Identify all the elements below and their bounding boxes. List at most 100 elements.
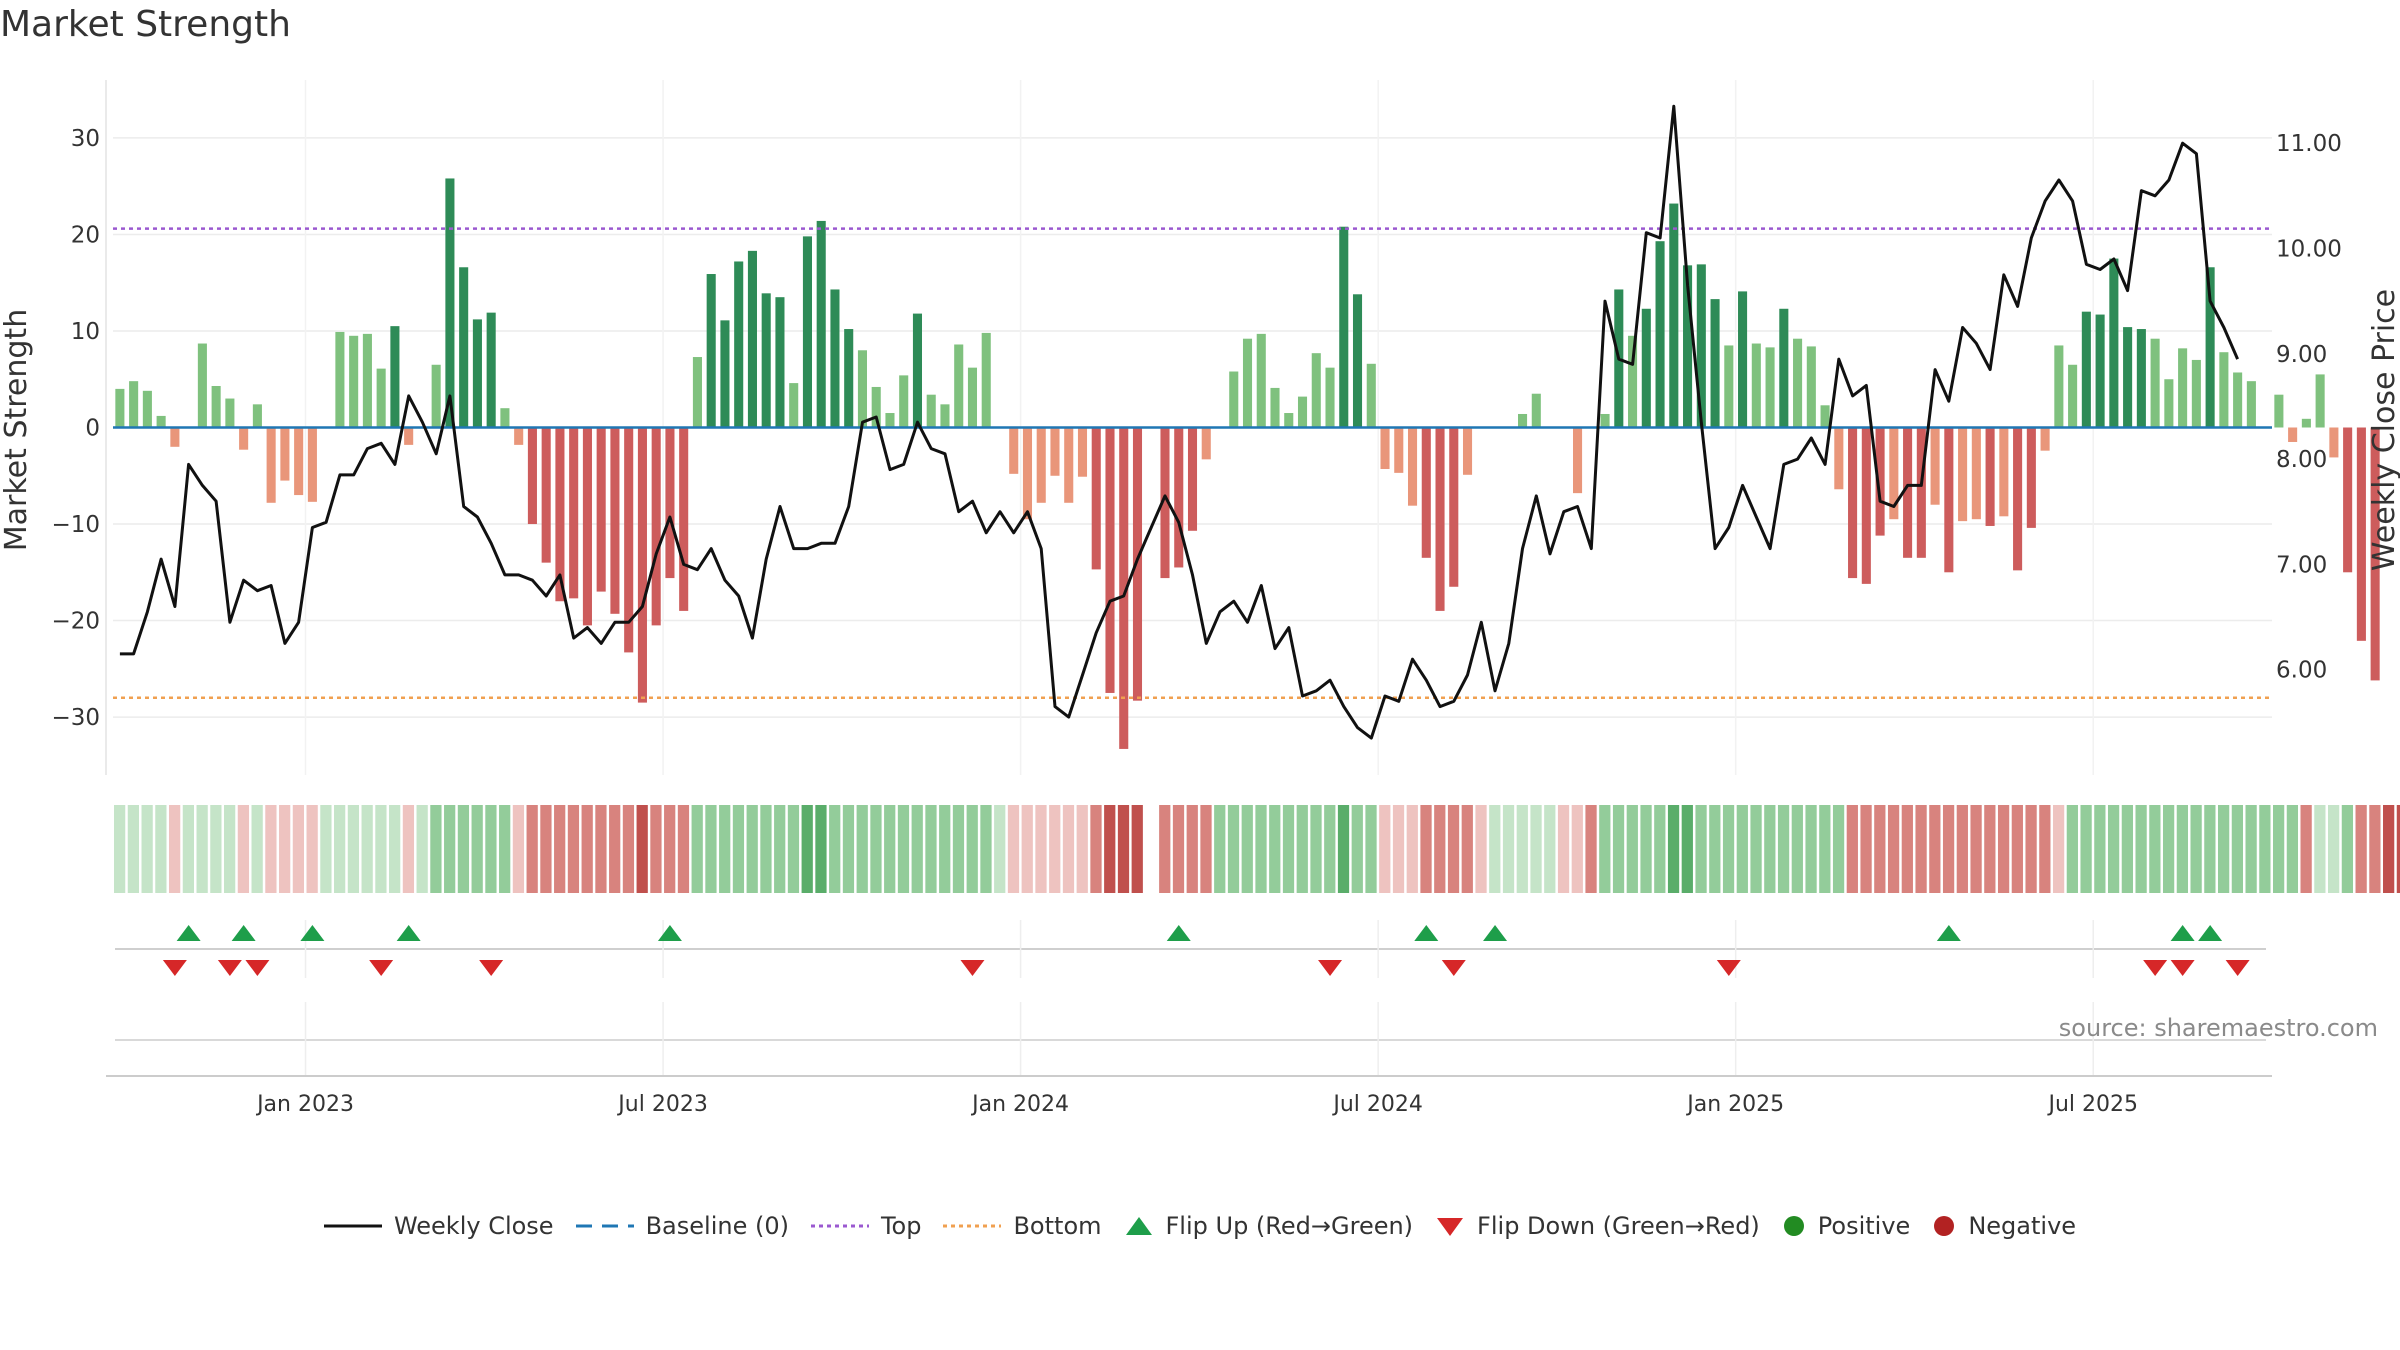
weekly-close-line [119,104,2239,740]
strength-bar [1270,387,1280,428]
flip-up-marker [176,925,201,941]
legend-top[interactable]: Top [810,1212,921,1240]
x-tick-label: Jan 2025 [1685,1092,1784,1117]
sentiment-cell [815,805,827,893]
strength-bar [2081,311,2091,428]
sentiment-cell [1846,805,1858,893]
strength-bar [1999,427,2009,517]
sentiment-cell [2273,805,2285,893]
sentiment-cell [2314,805,2326,893]
strength-bar [2370,427,2380,681]
strength-bar [720,320,730,428]
sentiment-cell [2149,805,2161,893]
sentiment-cell [2052,805,2065,893]
sentiment-cell [224,805,236,893]
strength-bar [1889,427,1899,520]
sentiment-cell [677,805,690,893]
sentiment-cell [155,805,167,893]
strength-bar [1806,346,1816,428]
sentiment-cell [2176,805,2188,893]
y-right-tick-label: 8.00 [2276,447,2327,473]
strength-bar [1297,396,1308,428]
strength-bar [747,250,757,428]
strength-bar [582,427,592,626]
y-left-tick-label: −10 [51,512,100,538]
sentiment-cell [1887,805,1900,893]
legend-bottom[interactable]: Bottom [943,1212,1102,1240]
flip-up-marker [300,925,325,941]
legend-baseline[interactable]: Baseline (0) [575,1212,789,1240]
sentiment-cell [2217,805,2230,893]
sentiment-cell [1296,805,1308,893]
sentiment-cell [1530,805,1542,893]
sentiment-cell [375,805,387,893]
sentiment-cell [1571,805,1583,893]
strength-bar [1077,427,1088,477]
sentiment-cell [897,805,910,893]
sentiment-cell [499,805,511,893]
strength-bar [775,297,785,428]
legend-flip-up[interactable]: Flip Up (Red→Green) [1124,1212,1414,1240]
strength-bar [1009,427,1019,474]
legend-positive[interactable]: Positive [1782,1212,1911,1240]
sentiment-cell [925,805,937,893]
strength-bar [390,326,400,428]
legend-flip-up-label: Flip Up (Red→Green) [1165,1212,1414,1240]
x-tick-label: Jan 2023 [255,1092,354,1117]
strength-bar [1160,427,1170,579]
sentiment-cell [361,805,373,893]
sentiment-cell [2341,805,2354,893]
strength-bar [1229,371,1239,428]
sentiment-cell [2190,805,2202,893]
x-axis: Jan 2023 Jul 2023 Jan 2024 Jul 2024 Jan 2025… [106,1002,2272,1117]
strength-bar [115,388,125,428]
strength-bar [2191,359,2201,428]
legend-flip-down[interactable]: Flip Down (Green→Red) [1435,1212,1760,1240]
sentiment-cell [1255,805,1267,893]
y-left-tick-label: −20 [51,609,100,635]
strength-bar [596,427,606,592]
sentiment-cell [1599,805,1611,893]
strength-bar [1435,427,1445,611]
sentiment-cell [1956,805,1968,893]
flip-down-marker [2170,960,2195,976]
legend-positive-label: Positive [1817,1212,1911,1240]
sentiment-cell [141,805,153,893]
strength-bar [1971,427,1981,520]
x-tick-label: Jul 2023 [616,1092,708,1117]
sentiment-cell [1489,805,1501,893]
flip-down-marker [2143,960,2168,976]
legend-negative[interactable]: Negative [1932,1212,2076,1240]
strength-bar [1724,345,1734,428]
flip-up-marker [1166,925,1191,941]
y-left-tick-label: 20 [71,222,100,248]
sentiment-cell [1214,805,1226,893]
x-tick-label: Jul 2024 [1331,1092,1423,1117]
sentiment-cell [801,805,813,893]
strength-bar [2123,327,2133,428]
sentiment-cell [1461,805,1473,893]
strength-bar [294,427,304,496]
legend-weekly-close[interactable]: Weekly Close [323,1212,554,1240]
strength-bar [1903,427,1913,558]
strength-bar [1284,413,1294,428]
strength-bar [2068,364,2078,428]
sentiment-cell [265,805,277,893]
strength-bar [1793,338,1803,428]
strength-bar [1380,427,1390,470]
strength-bar [335,331,345,428]
strength-bar [844,329,854,428]
sentiment-cell [2231,805,2243,893]
flip-down-marker [162,960,187,976]
sentiment-cell [196,805,208,893]
flip-down-marker [2225,960,2250,976]
sentiment-cell [2107,805,2120,893]
strength-bar [610,427,620,614]
sentiment-cell [1502,805,1515,893]
legend-bottom-label: Bottom [1013,1212,1102,1240]
sentiment-cell [1131,805,1143,893]
strength-bar [2246,381,2256,428]
strength-bar [555,427,565,602]
strength-bar [1861,427,1871,584]
